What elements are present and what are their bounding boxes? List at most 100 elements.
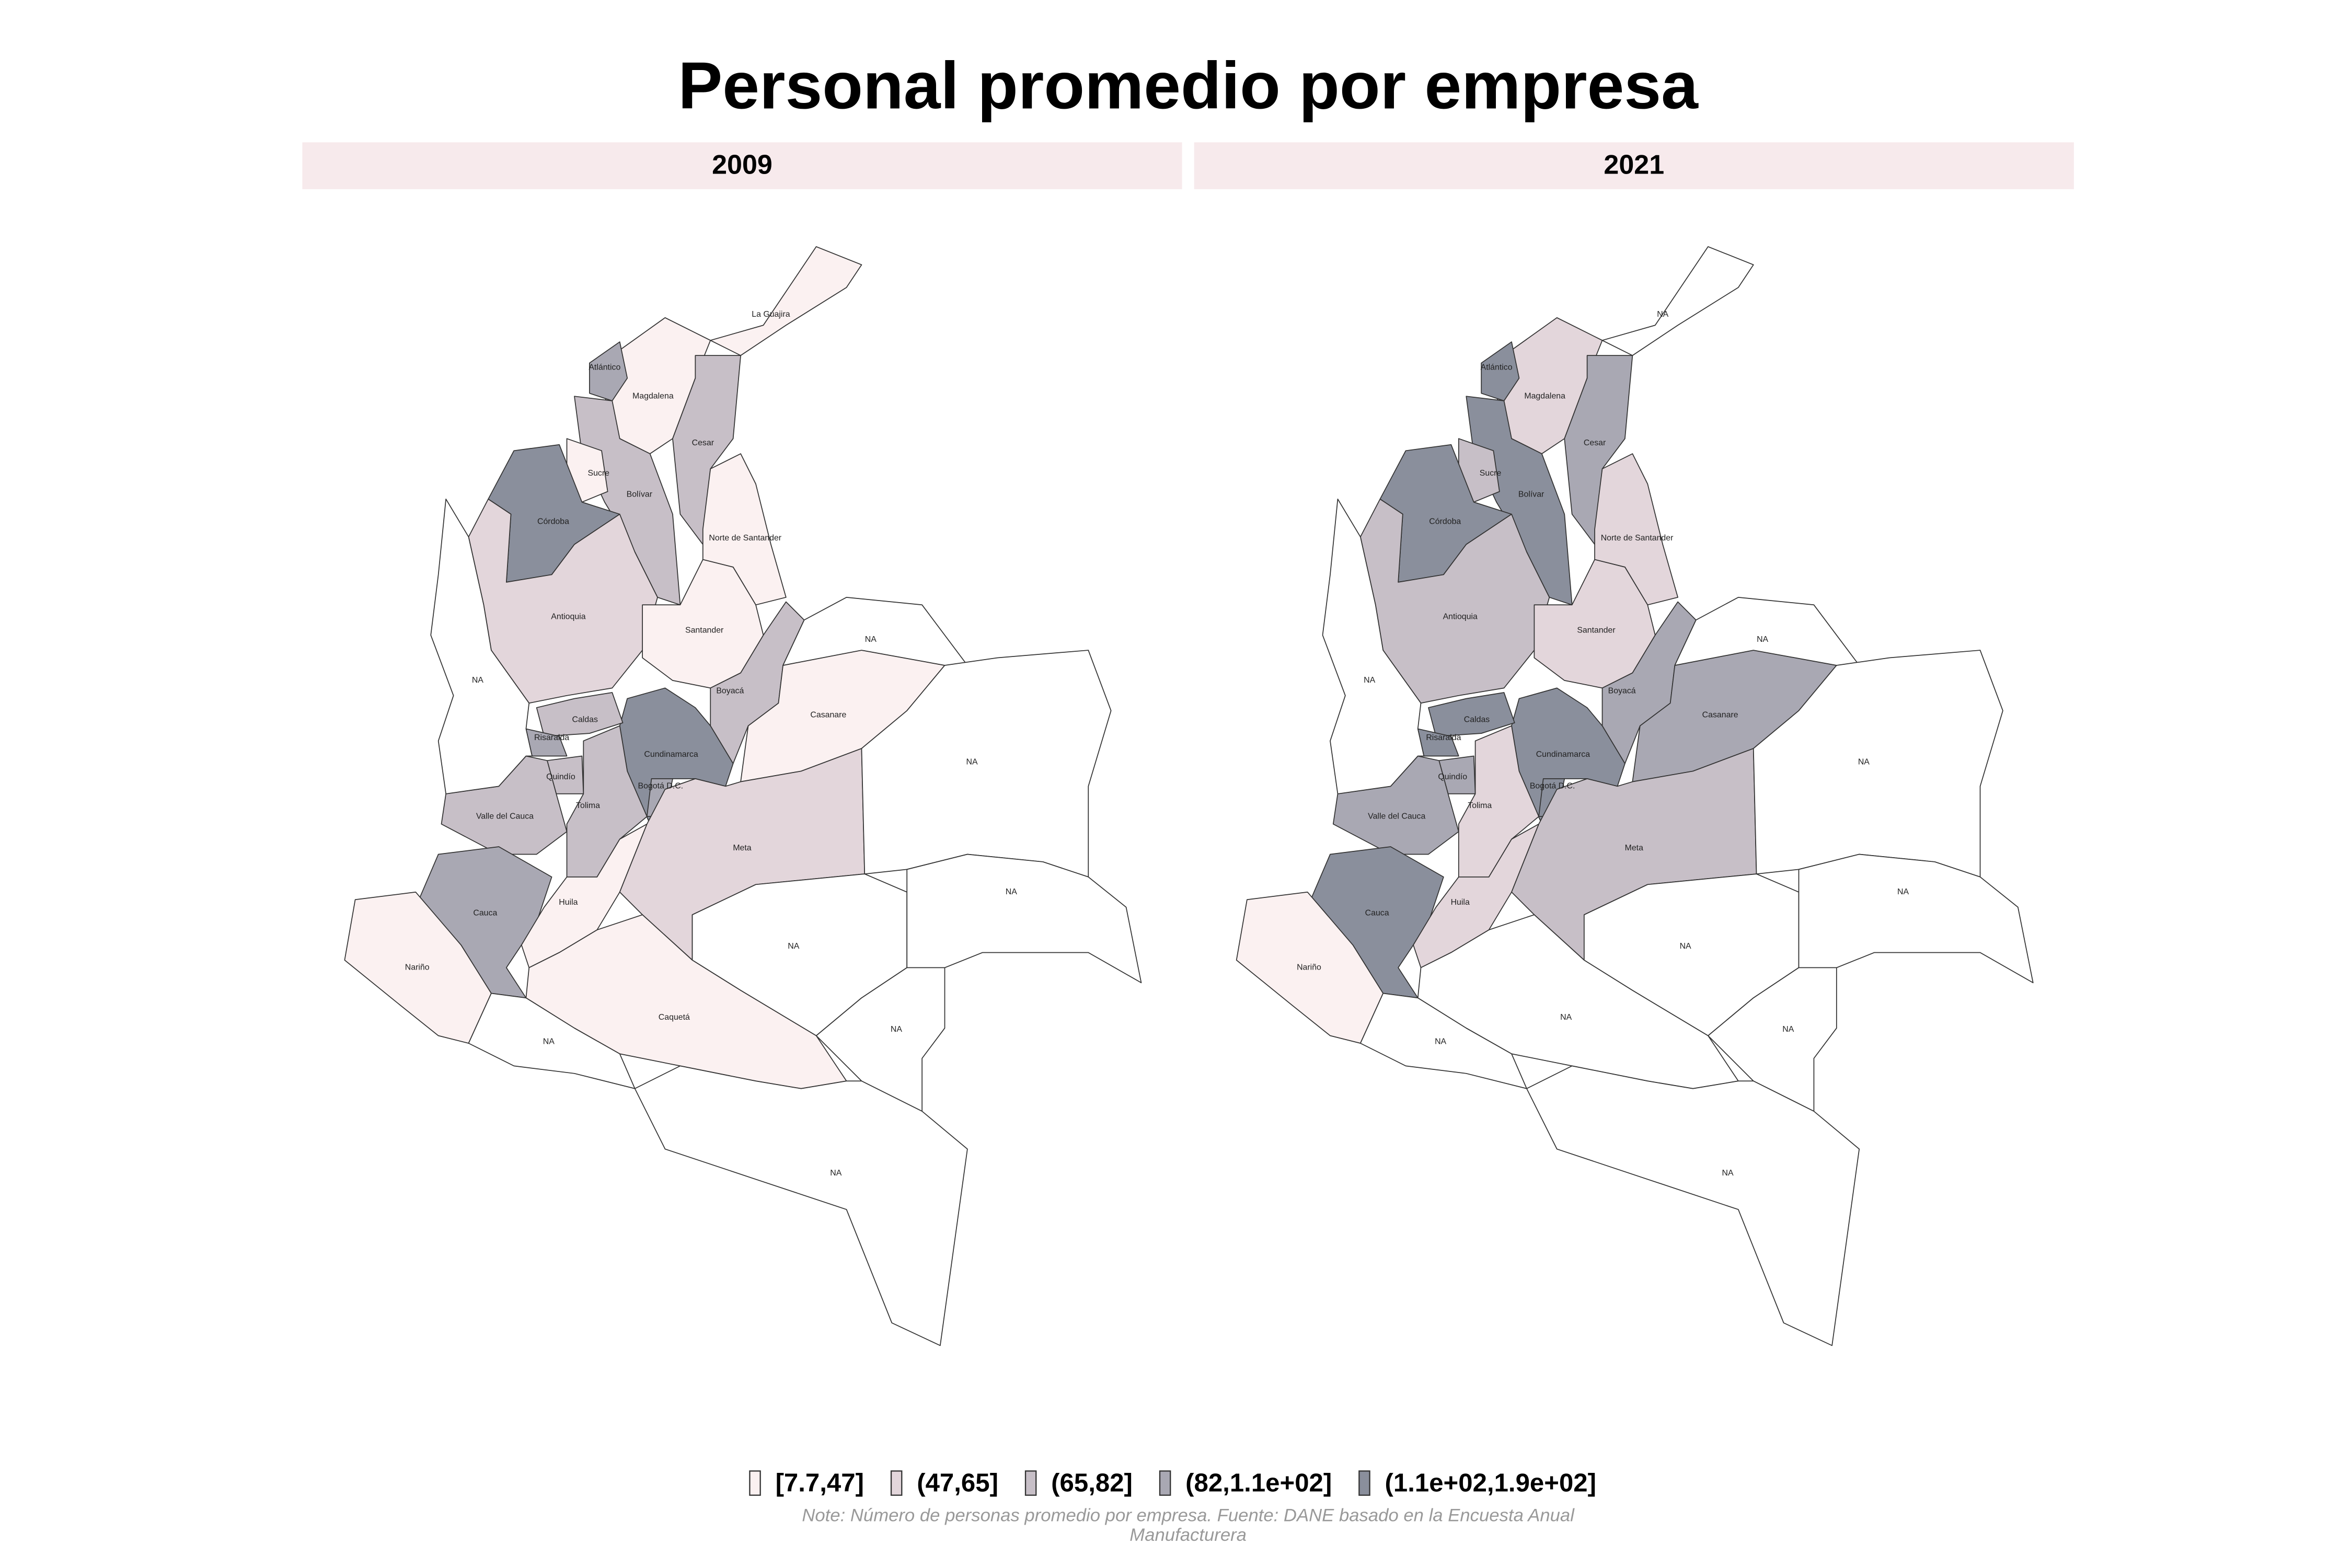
- region-label: Meta: [733, 844, 751, 852]
- region-label: Boyacá: [1608, 686, 1636, 695]
- legend-label: (1.1e+02,1.9e+02]: [1385, 1468, 1597, 1497]
- region-label: NA: [1560, 1013, 1572, 1022]
- region-label: NA: [543, 1037, 555, 1046]
- region-label: Quindío: [1438, 773, 1467, 781]
- region-label: NA: [966, 757, 978, 766]
- region-label: NA: [1897, 887, 1909, 896]
- region-label: Casanare: [810, 711, 846, 720]
- region-label: Cesar: [692, 439, 714, 447]
- region-label: Atlántico: [1481, 363, 1513, 372]
- region-label: NA: [1722, 1169, 1734, 1178]
- region-label: Tolima: [576, 801, 600, 810]
- region: [906, 854, 1142, 984]
- region-label: Meta: [1625, 844, 1643, 852]
- region: [634, 1065, 968, 1346]
- legend: [7.7,47] (47,65] (65,82] (82,1.1e+02] (1.1e+…: [749, 1468, 1597, 1497]
- region-label: Cesar: [1584, 439, 1606, 447]
- region-label: Bogotá D.C.: [638, 782, 684, 791]
- region-label: Cundinamarca: [644, 750, 698, 759]
- region-label: Caquetá: [659, 1013, 690, 1022]
- region-label: Huila: [559, 898, 578, 907]
- region-label: Bolívar: [1518, 490, 1544, 499]
- region-label: Quindío: [546, 773, 575, 781]
- note: Manufacturera: [1129, 1525, 1247, 1545]
- region-label: Nariño: [1297, 963, 1321, 972]
- region: [1322, 498, 1425, 794]
- region-label: Norte de Santander: [709, 534, 781, 543]
- region-label: Córdoba: [1429, 517, 1461, 526]
- region-label: NA: [788, 942, 799, 951]
- region-label: Santander: [1577, 626, 1616, 635]
- region-label: Bolívar: [627, 490, 653, 499]
- legend-swatch: [1358, 1470, 1370, 1496]
- region-label: Antioquia: [551, 613, 585, 621]
- region: [1481, 341, 1520, 401]
- region-label: NA: [1782, 1025, 1794, 1034]
- region-label: Risaralda: [534, 733, 569, 742]
- panel-strip: [1194, 142, 2074, 189]
- region-label: Huila: [1451, 898, 1470, 907]
- region-label: Atlántico: [589, 363, 620, 372]
- region-label: NA: [1006, 887, 1017, 896]
- note: Note: Número de personas promedio por em…: [802, 1505, 1575, 1525]
- region-label: NA: [1364, 676, 1375, 685]
- region-label: Sucre: [1480, 469, 1502, 478]
- panel-label: 2009: [712, 149, 773, 180]
- region-label: Cauca: [1365, 908, 1389, 917]
- region: [1601, 246, 1754, 356]
- legend-label: (65,82]: [1051, 1468, 1133, 1497]
- legend-label: (82,1.1e+02]: [1185, 1468, 1332, 1497]
- panel-label: 2021: [1604, 149, 1664, 180]
- region-label: NA: [891, 1025, 902, 1034]
- region-label: NA: [1757, 635, 1768, 644]
- region: [702, 453, 787, 606]
- region-label: Antioquia: [1443, 613, 1478, 621]
- region: [430, 498, 533, 794]
- legend-swatch: [1159, 1470, 1171, 1496]
- region-label: NA: [830, 1169, 841, 1178]
- region-label: Córdoba: [537, 517, 569, 526]
- region: [815, 967, 946, 1112]
- region-label: Caldas: [1464, 715, 1490, 724]
- region: [1594, 453, 1679, 606]
- map-panel: 2021 NA Magdalena Atlántico Cesar Bolívar Sucr…: [1194, 142, 2074, 1346]
- region-label: NA: [865, 635, 877, 644]
- title: Personal promedio por empresa: [678, 49, 1699, 123]
- region-label: Nariño: [405, 963, 430, 972]
- region: [1359, 993, 1527, 1089]
- region-label: Sucre: [587, 469, 609, 478]
- region-label: NA: [1680, 942, 1691, 951]
- region-label: Bogotá D.C.: [1530, 782, 1575, 791]
- region-label: Magdalena: [632, 391, 674, 400]
- panel-strip: [302, 142, 1182, 189]
- region-label: La Guajira: [752, 310, 790, 319]
- region: [1798, 854, 2034, 984]
- legend-swatch: [749, 1470, 761, 1496]
- region-label: Cauca: [473, 908, 497, 917]
- legend-swatch: [890, 1470, 903, 1496]
- region-label: Casanare: [1702, 711, 1738, 720]
- region-label: Magdalena: [1524, 391, 1565, 400]
- region-label: Santander: [685, 626, 724, 635]
- region-label: Caldas: [572, 715, 598, 724]
- region: [1708, 967, 1837, 1112]
- region-label: Boyacá: [716, 686, 744, 695]
- region-label: Tolima: [1468, 801, 1492, 810]
- legend-label: (47,65]: [917, 1468, 998, 1497]
- region-label: NA: [1435, 1037, 1446, 1046]
- region: [589, 341, 628, 401]
- region-label: NA: [1858, 757, 1870, 766]
- region-label: Norte de Santander: [1601, 534, 1674, 543]
- region: [1526, 1065, 1860, 1346]
- region: [468, 993, 636, 1089]
- legend-swatch: [1024, 1470, 1037, 1496]
- region-label: Valle del Cauca: [1368, 812, 1425, 821]
- region-label: Risaralda: [1426, 733, 1461, 742]
- region-label: Cundinamarca: [1536, 750, 1590, 759]
- region-label: NA: [1657, 310, 1668, 319]
- legend-label: [7.7,47]: [776, 1468, 864, 1497]
- region-label: NA: [472, 676, 483, 685]
- region-label: Valle del Cauca: [476, 812, 534, 821]
